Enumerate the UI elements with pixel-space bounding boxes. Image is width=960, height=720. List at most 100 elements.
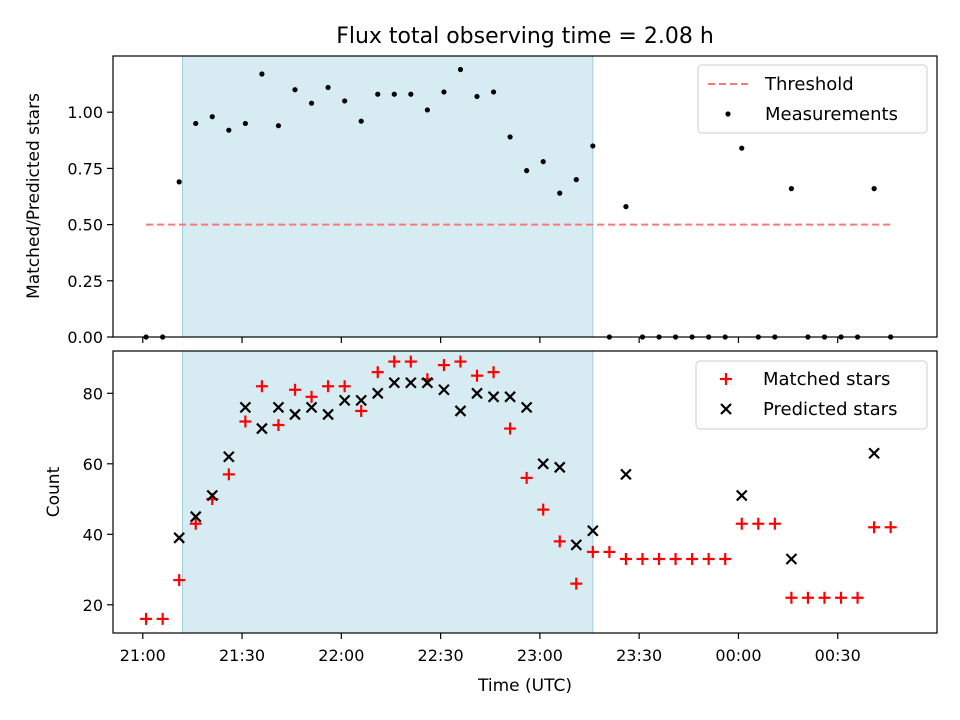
legend-matched-label: Matched stars	[763, 369, 890, 390]
measurement-point	[474, 93, 480, 100]
predicted-star-point	[371, 387, 384, 400]
bottom-y-tick-label: 60	[83, 455, 103, 474]
legend-measurements-label: Measurements	[765, 104, 898, 125]
matched-star-point	[553, 535, 566, 548]
predicted-star-point	[537, 458, 549, 470]
measurement-point	[325, 84, 331, 91]
bottom-data-layer	[140, 355, 897, 625]
bottom-x-tick-label: 00:30	[815, 646, 861, 665]
predicted-star-point	[438, 383, 450, 396]
matched-star-point	[388, 355, 401, 368]
predicted-star-point	[487, 391, 500, 403]
top-chart-title: Flux total observing time = 2.08 h	[336, 24, 714, 49]
predicted-star-point	[735, 489, 748, 502]
matched-star-point	[752, 517, 765, 530]
measurement-point	[557, 190, 563, 196]
measurement-point	[871, 186, 877, 192]
bottom-y-tick-label: 80	[83, 384, 103, 403]
measurement-point	[540, 159, 546, 165]
predicted-star-point	[189, 510, 202, 523]
matched-star-point	[619, 552, 632, 565]
predicted-star-point	[520, 401, 533, 414]
matched-star-point	[801, 591, 814, 604]
legend-predicted-label: Predicted stars	[763, 399, 897, 420]
measurement-point	[739, 145, 745, 151]
matched-star-point	[156, 612, 169, 625]
predicted-star-point	[289, 408, 301, 421]
bottom-x-tick-label: 21:00	[120, 646, 166, 665]
matched-star-point	[404, 355, 417, 368]
top-panel: 0.00 0.25 0.50 0.75 1.00 Flux total observin…	[24, 24, 938, 347]
bottom-x-tick-label: 23:30	[616, 646, 662, 665]
measurement-point	[275, 123, 282, 129]
top-legend-box	[697, 64, 928, 134]
measurement-point	[176, 179, 182, 185]
top-y-tick-label: 0.50	[67, 216, 103, 235]
matched-star-point	[636, 552, 649, 565]
predicted-star-point	[355, 394, 367, 407]
matched-star-point	[454, 355, 467, 368]
legend-matched-swatch	[720, 373, 732, 385]
bottom-shaded-region	[181, 350, 594, 634]
measurement-point	[507, 134, 513, 140]
top-data-layer	[143, 66, 894, 340]
predicted-star-point	[421, 376, 434, 389]
top-shaded-region	[181, 55, 594, 338]
matched-star-point	[702, 552, 715, 565]
top-y-axis-label: Matched/Predicted stars	[24, 93, 44, 299]
measurement-point	[490, 89, 497, 95]
matched-star-point	[140, 612, 153, 625]
matched-star-point	[305, 390, 318, 403]
bottom-x-tick-label: 22:00	[318, 646, 364, 665]
predicted-star-point	[272, 401, 285, 414]
matched-star-point	[222, 468, 235, 481]
matched-star-point	[255, 380, 268, 393]
measurement-point	[623, 204, 629, 210]
measurement-point	[259, 71, 265, 77]
bottom-x-tick-label: 00:00	[715, 646, 761, 665]
bottom-y-axis-label: Count	[44, 466, 64, 517]
matched-star-point	[884, 521, 897, 534]
predicted-star-point	[338, 394, 351, 407]
legend-measurements-swatch	[725, 111, 731, 117]
top-y-tick-label: 0.25	[67, 272, 103, 291]
predicted-star-point	[504, 391, 516, 403]
matched-star-point	[818, 591, 831, 604]
predicted-star-point	[553, 461, 566, 474]
bottom-x-tick-label: 23:00	[517, 646, 563, 665]
measurement-point	[391, 91, 397, 97]
measurement-point	[573, 177, 579, 183]
matched-star-point	[586, 545, 599, 558]
measurement-point	[441, 89, 447, 95]
measurement-point	[209, 114, 215, 120]
bottom-legend-box	[695, 360, 928, 430]
matched-star-point	[355, 404, 368, 417]
predicted-star-point	[868, 447, 880, 460]
matched-star-point	[338, 380, 351, 393]
predicted-star-point	[570, 539, 583, 551]
predicted-star-point	[471, 387, 483, 400]
predicted-star-point	[587, 524, 599, 537]
predicted-star-point	[239, 401, 252, 414]
bottom-plot-frame	[112, 350, 938, 634]
legend-threshold-label: Threshold	[764, 74, 854, 95]
matched-star-point	[239, 415, 252, 428]
predicted-star-point	[322, 408, 334, 421]
top-axis-ticks: 0.00 0.25 0.50 0.75 1.00	[67, 103, 839, 347]
predicted-star-point	[206, 489, 219, 502]
predicted-star-point	[454, 405, 467, 417]
measurement-point	[193, 120, 199, 127]
legend-predicted-swatch	[720, 403, 732, 415]
bottom-axis-ticks: 20 40 60 80 21:00 21:30 22:00 22:30 23:00 23:30 00…	[83, 384, 861, 665]
measurement-point	[457, 66, 464, 73]
predicted-star-point	[305, 401, 318, 414]
matched-star-point	[371, 366, 384, 379]
matched-star-point	[189, 517, 202, 530]
matched-star-point	[768, 517, 781, 530]
matched-star-point	[719, 552, 732, 565]
top-legend: Threshold Measurements	[697, 64, 928, 134]
top-y-tick-label: 0.75	[67, 159, 103, 178]
measurement-point	[292, 87, 298, 93]
matched-star-point	[520, 471, 533, 484]
